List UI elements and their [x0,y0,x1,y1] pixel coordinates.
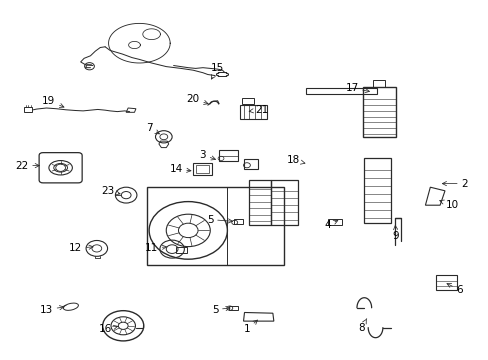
Text: 12: 12 [69,243,93,253]
Text: 22: 22 [15,161,39,171]
Text: 3: 3 [199,150,215,160]
Text: 20: 20 [186,94,208,104]
Text: 4: 4 [324,220,337,230]
Text: 9: 9 [392,225,399,241]
Text: 8: 8 [358,319,366,333]
Text: 23: 23 [101,186,120,196]
Text: 2: 2 [442,179,467,189]
Text: 16: 16 [98,324,118,334]
Text: 10: 10 [439,200,458,210]
Text: 5: 5 [211,305,229,315]
Text: 7: 7 [145,123,159,134]
Text: 21: 21 [249,105,268,115]
Text: 6: 6 [446,284,462,295]
Text: 1: 1 [243,320,257,334]
Text: 15: 15 [210,63,224,79]
Text: 19: 19 [42,96,64,107]
Text: 13: 13 [40,305,63,315]
Text: 14: 14 [169,164,190,174]
Text: 5: 5 [206,215,232,225]
Text: 17: 17 [345,83,368,93]
Text: 11: 11 [144,243,166,253]
Text: 18: 18 [286,155,305,165]
